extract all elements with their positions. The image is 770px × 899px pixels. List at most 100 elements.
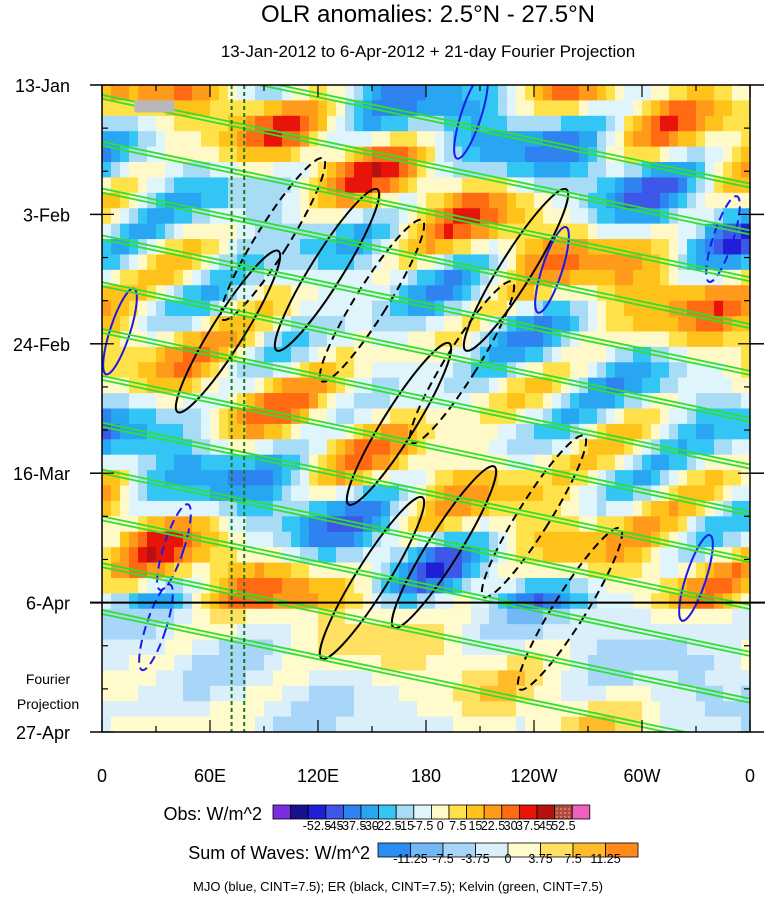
heatmap-cell bbox=[561, 500, 571, 517]
heatmap-cell bbox=[363, 577, 373, 594]
heatmap-cell bbox=[588, 208, 598, 225]
heatmap-cell bbox=[552, 115, 562, 132]
heatmap-cell bbox=[318, 100, 328, 117]
heatmap-cell bbox=[552, 331, 562, 348]
heatmap-cell bbox=[120, 485, 130, 502]
heatmap-cell bbox=[696, 593, 706, 610]
heatmap-cell bbox=[561, 331, 571, 348]
heatmap-cell bbox=[714, 100, 724, 117]
heatmap-cell bbox=[165, 654, 175, 671]
heatmap-cell bbox=[489, 654, 499, 671]
heatmap-cell bbox=[102, 223, 112, 240]
heatmap-cell bbox=[282, 439, 292, 456]
heatmap-cell bbox=[237, 701, 247, 718]
heatmap-cell bbox=[318, 346, 328, 363]
heatmap-cell bbox=[543, 608, 553, 625]
heatmap-cell bbox=[336, 577, 346, 594]
heatmap-cell bbox=[444, 162, 454, 179]
heatmap-cell bbox=[660, 239, 670, 256]
heatmap-cell bbox=[579, 300, 589, 317]
heatmap-cell bbox=[561, 192, 571, 209]
heatmap-cell bbox=[498, 115, 508, 132]
heatmap-cell bbox=[111, 485, 121, 502]
heatmap-cell bbox=[318, 300, 328, 317]
heatmap-cell bbox=[552, 300, 562, 317]
heatmap-cell bbox=[543, 100, 553, 117]
heatmap-cell bbox=[408, 393, 418, 410]
heatmap-cell bbox=[642, 593, 652, 610]
mjo-contour bbox=[678, 534, 714, 622]
heatmap-cell bbox=[246, 362, 256, 379]
heatmap-cell bbox=[741, 177, 750, 194]
heatmap-cell bbox=[264, 131, 274, 148]
heatmap-cell bbox=[498, 439, 508, 456]
heatmap-cell bbox=[300, 485, 310, 502]
heatmap-cell bbox=[534, 192, 544, 209]
heatmap-cell bbox=[408, 531, 418, 548]
heatmap-cell bbox=[705, 562, 715, 579]
heatmap-cell bbox=[444, 362, 454, 379]
heatmap-cell bbox=[543, 346, 553, 363]
heatmap-cell bbox=[741, 223, 750, 240]
heatmap-cell bbox=[237, 377, 247, 394]
heatmap-cell bbox=[390, 716, 400, 732]
heatmap-cell bbox=[345, 131, 355, 148]
heatmap-cell bbox=[255, 331, 265, 348]
heatmap-cell bbox=[687, 254, 697, 271]
heatmap-cell bbox=[615, 85, 625, 101]
heatmap-cell bbox=[741, 100, 750, 117]
heatmap-cell bbox=[228, 670, 238, 687]
heatmap-cell bbox=[147, 300, 157, 317]
heatmap-cell bbox=[579, 470, 589, 487]
heatmap-cell bbox=[615, 192, 625, 209]
heatmap-cell bbox=[300, 131, 310, 148]
heatmap-cell bbox=[264, 423, 274, 440]
heatmap-cell bbox=[318, 377, 328, 394]
heatmap-cell bbox=[642, 377, 652, 394]
heatmap-cell bbox=[642, 131, 652, 148]
obs-colorbar-swatch bbox=[360, 804, 380, 820]
heatmap-cell bbox=[714, 608, 724, 625]
heatmap-cell bbox=[462, 85, 472, 101]
heatmap-cell bbox=[453, 593, 463, 610]
heatmap-cell bbox=[741, 562, 750, 579]
heatmap-cell bbox=[624, 624, 634, 641]
heatmap-cell bbox=[129, 624, 139, 641]
heatmap-cell bbox=[516, 346, 526, 363]
heatmap-cell bbox=[552, 131, 562, 148]
heatmap-cell bbox=[237, 269, 247, 286]
heatmap-cell bbox=[651, 716, 661, 732]
heatmap-cell bbox=[705, 485, 715, 502]
heatmap-cell bbox=[210, 470, 220, 487]
heatmap-cell bbox=[624, 254, 634, 271]
heatmap-cell bbox=[669, 639, 679, 656]
heatmap-cell bbox=[741, 285, 750, 302]
heatmap-cell bbox=[390, 115, 400, 132]
heatmap-cell bbox=[633, 439, 643, 456]
heatmap-cell bbox=[273, 577, 283, 594]
heatmap-cell bbox=[255, 146, 265, 163]
heatmap-cell bbox=[399, 454, 409, 471]
heatmap-cell bbox=[300, 716, 310, 732]
heatmap-cell bbox=[543, 454, 553, 471]
heatmap-cell bbox=[183, 331, 193, 348]
heatmap-cell bbox=[471, 577, 481, 594]
heatmap-cell bbox=[246, 269, 256, 286]
heatmap-cell bbox=[597, 100, 607, 117]
heatmap-cell bbox=[525, 470, 535, 487]
obs-colorbar-swatch bbox=[307, 804, 327, 820]
heatmap-cell bbox=[363, 593, 373, 610]
heatmap-cell bbox=[588, 670, 598, 687]
heatmap-cell bbox=[471, 531, 481, 548]
heatmap-cell bbox=[273, 670, 283, 687]
heatmap-cell bbox=[705, 269, 715, 286]
heatmap-cell bbox=[147, 639, 157, 656]
heatmap-cell bbox=[579, 685, 589, 702]
kelvin-contour bbox=[255, 85, 750, 189]
heatmap-cell bbox=[426, 547, 436, 564]
heatmap-cell bbox=[102, 131, 112, 148]
heatmap-cell bbox=[120, 393, 130, 410]
heatmap-cell bbox=[480, 577, 490, 594]
heatmap-cell bbox=[147, 454, 157, 471]
heatmap-cell bbox=[111, 624, 121, 641]
